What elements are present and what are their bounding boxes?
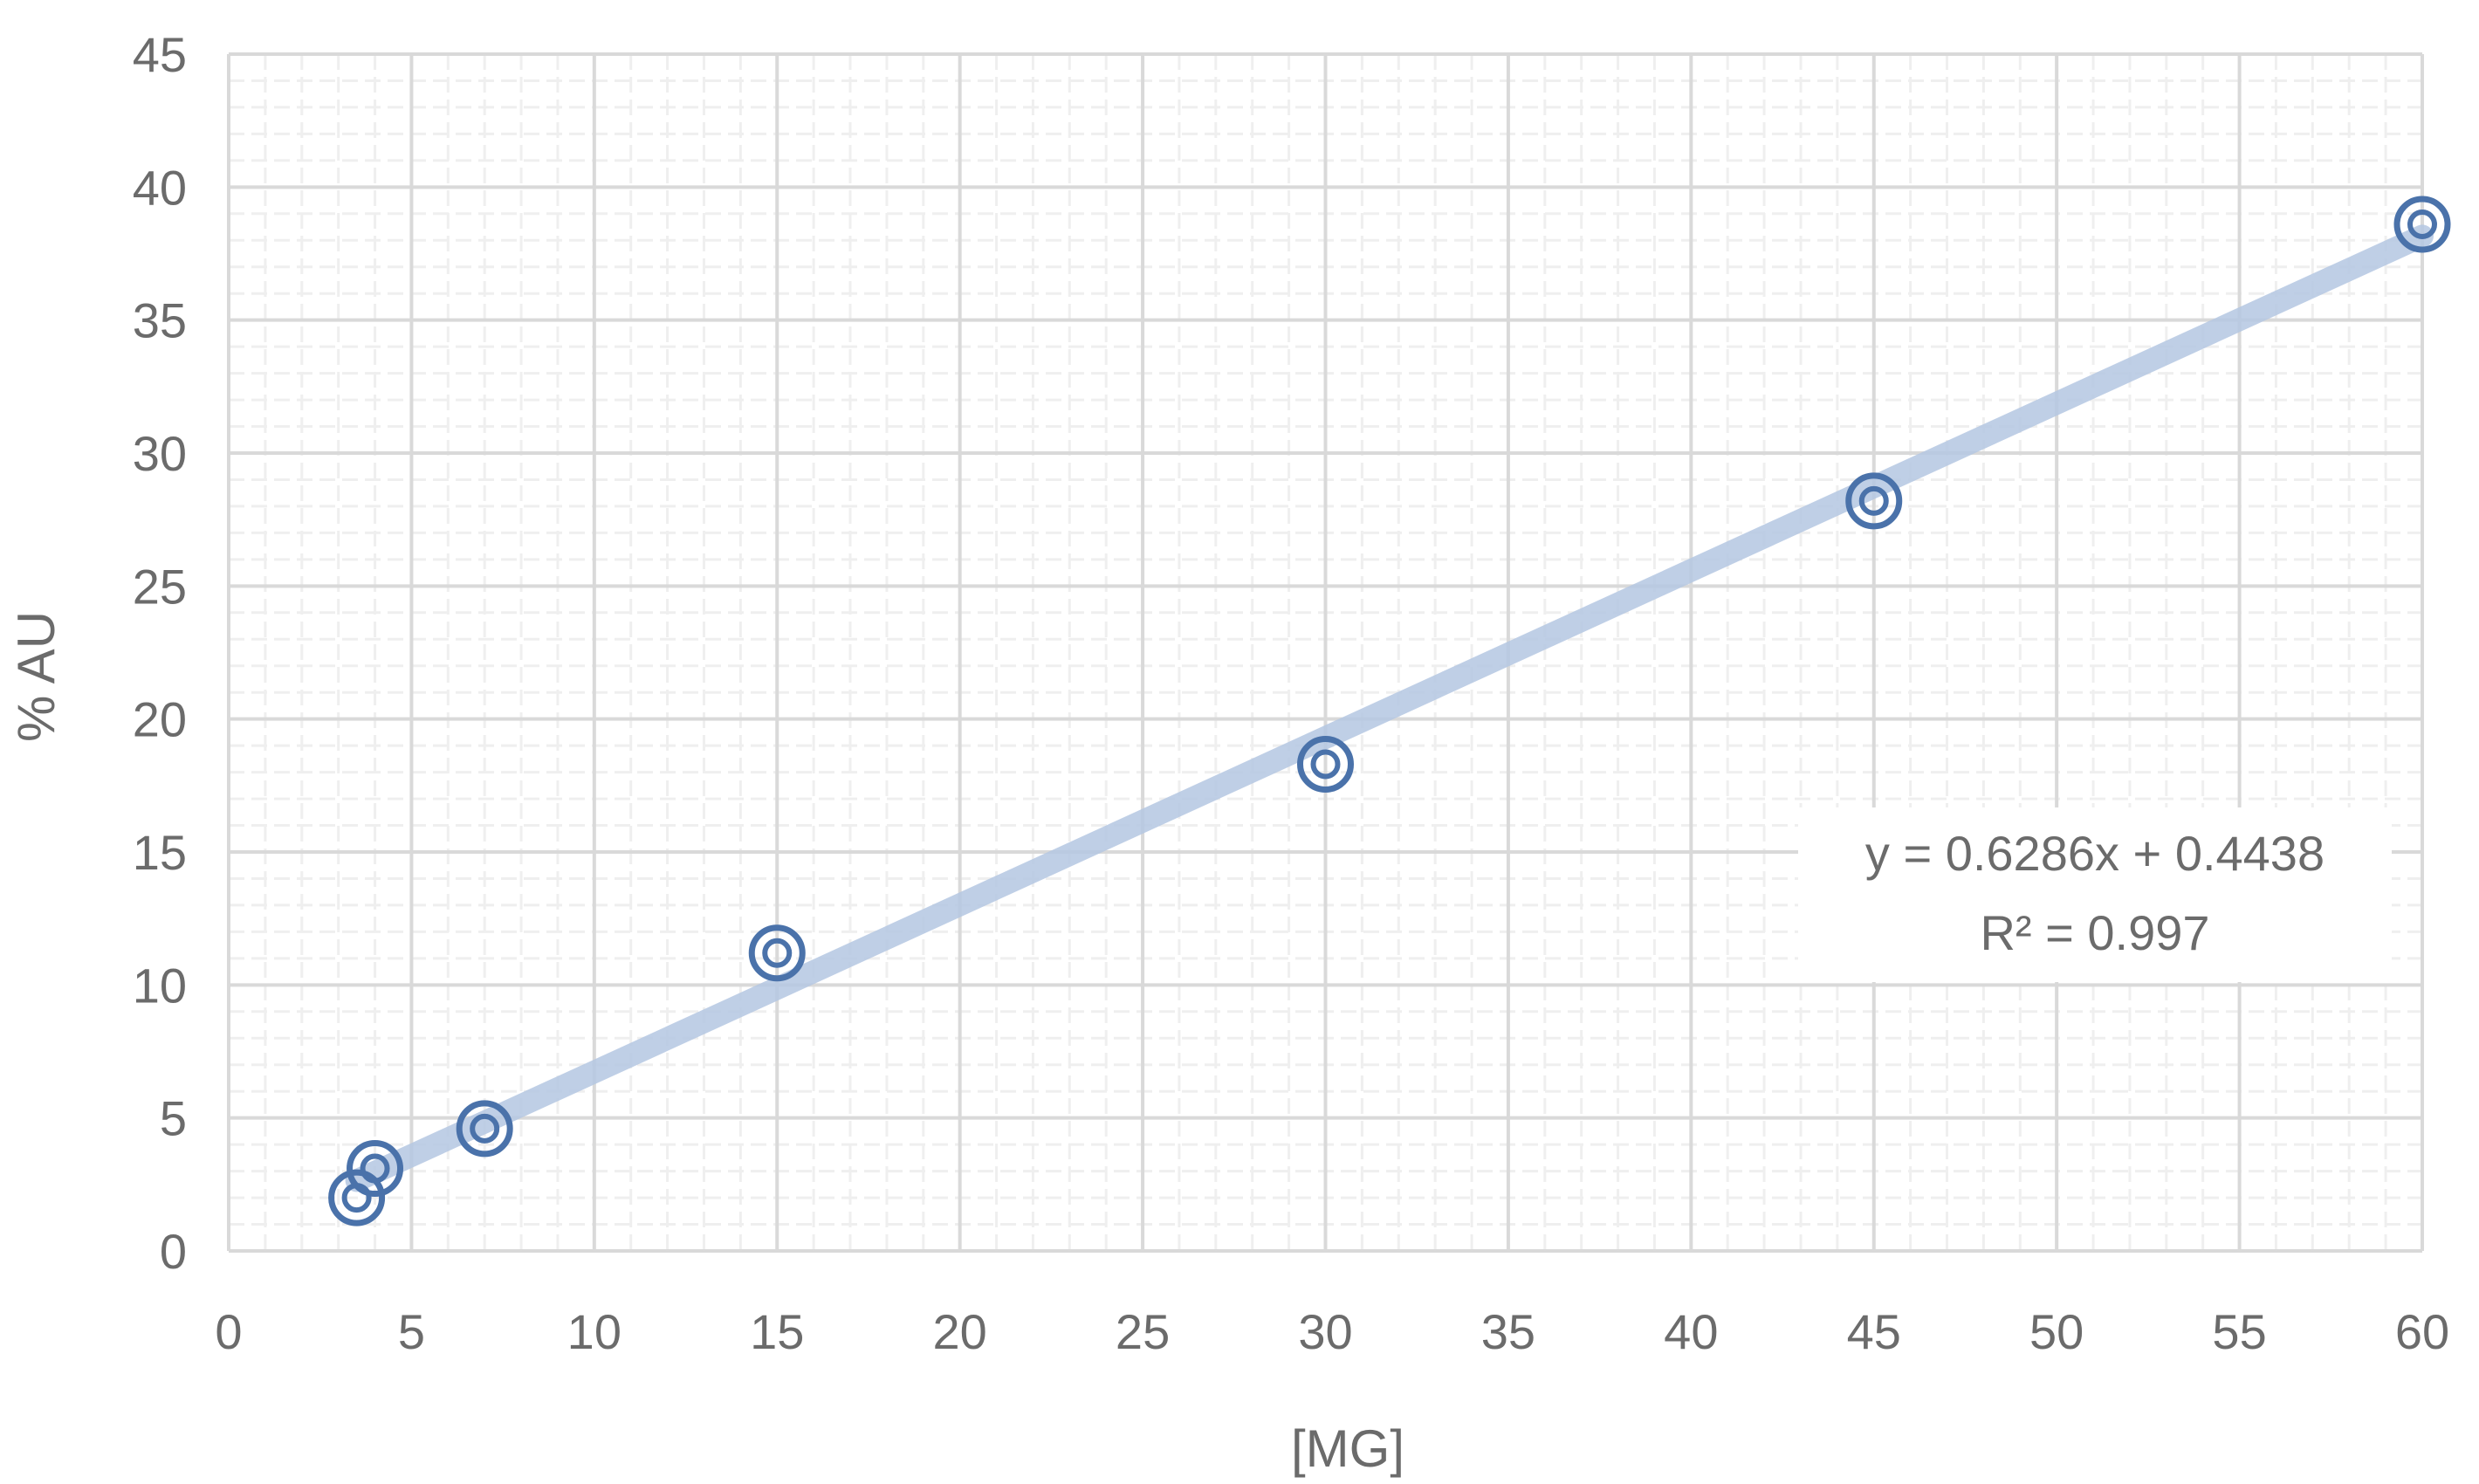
x-tick-label: 15 xyxy=(750,1304,804,1359)
data-point xyxy=(2393,196,2451,253)
trendline-equation: y = 0.6286x + 0.4438 xyxy=(1865,826,2324,881)
x-tick-label: 20 xyxy=(933,1304,987,1359)
y-tick-label: 0 xyxy=(160,1224,187,1279)
data-point-inner-ring xyxy=(360,1153,390,1184)
data-point-inner-ring xyxy=(1858,485,1889,516)
y-tick-label: 10 xyxy=(133,958,187,1013)
y-tick-label: 30 xyxy=(133,426,187,481)
data-point xyxy=(1845,472,1903,530)
y-tick-label: 20 xyxy=(133,692,187,747)
data-point xyxy=(748,924,806,982)
data-point-outer-ring xyxy=(1845,472,1903,530)
y-axis-title: % AU xyxy=(7,611,65,742)
x-tick-label: 40 xyxy=(1664,1304,1718,1359)
x-tick-label: 25 xyxy=(1116,1304,1170,1359)
x-tick-label: 45 xyxy=(1847,1304,1901,1359)
x-axis-title: [MG] xyxy=(1291,1419,1404,1478)
x-tick-label: 60 xyxy=(2395,1304,2449,1359)
x-tick-label: 50 xyxy=(2029,1304,2084,1359)
y-tick-label: 40 xyxy=(133,160,187,215)
y-axis-ticks: 0 5 10 15 20 25 30 35 40 45 xyxy=(133,27,187,1279)
data-point-outer-ring xyxy=(2393,196,2451,253)
data-point-inner-ring xyxy=(470,1113,500,1144)
data-point-outer-ring xyxy=(748,924,806,982)
data-point-outer-ring xyxy=(456,1100,513,1158)
data-points xyxy=(328,196,2451,1226)
data-point-outer-ring xyxy=(328,1169,386,1226)
data-point xyxy=(347,1140,404,1198)
x-tick-label: 55 xyxy=(2212,1304,2266,1359)
data-point-inner-ring xyxy=(2407,209,2437,239)
y-tick-label: 45 xyxy=(133,27,187,82)
x-tick-label: 30 xyxy=(1298,1304,1352,1359)
equation-background xyxy=(1798,807,2392,982)
x-tick-label: 35 xyxy=(1481,1304,1535,1359)
data-point-outer-ring xyxy=(1297,735,1354,793)
major-grid xyxy=(227,52,2424,1253)
data-point-outer-ring xyxy=(347,1140,404,1198)
data-point-inner-ring xyxy=(762,938,793,968)
data-point xyxy=(456,1100,513,1158)
x-tick-label: 10 xyxy=(567,1304,621,1359)
x-axis-ticks: 0 5 10 15 20 25 30 35 40 45 50 55 60 xyxy=(215,1304,2449,1359)
y-tick-label: 35 xyxy=(133,293,187,348)
x-tick-label: 5 xyxy=(398,1304,425,1359)
r-squared-label: R² = 0.997 xyxy=(1980,905,2209,960)
trendline xyxy=(345,224,2434,1192)
x-tick-label: 0 xyxy=(215,1304,242,1359)
y-tick-label: 15 xyxy=(133,825,187,880)
y-tick-label: 25 xyxy=(133,559,187,614)
y-tick-label: 5 xyxy=(160,1091,187,1146)
data-point-inner-ring xyxy=(1310,749,1341,780)
trendline-group xyxy=(345,224,2434,1192)
data-point xyxy=(1297,735,1354,793)
